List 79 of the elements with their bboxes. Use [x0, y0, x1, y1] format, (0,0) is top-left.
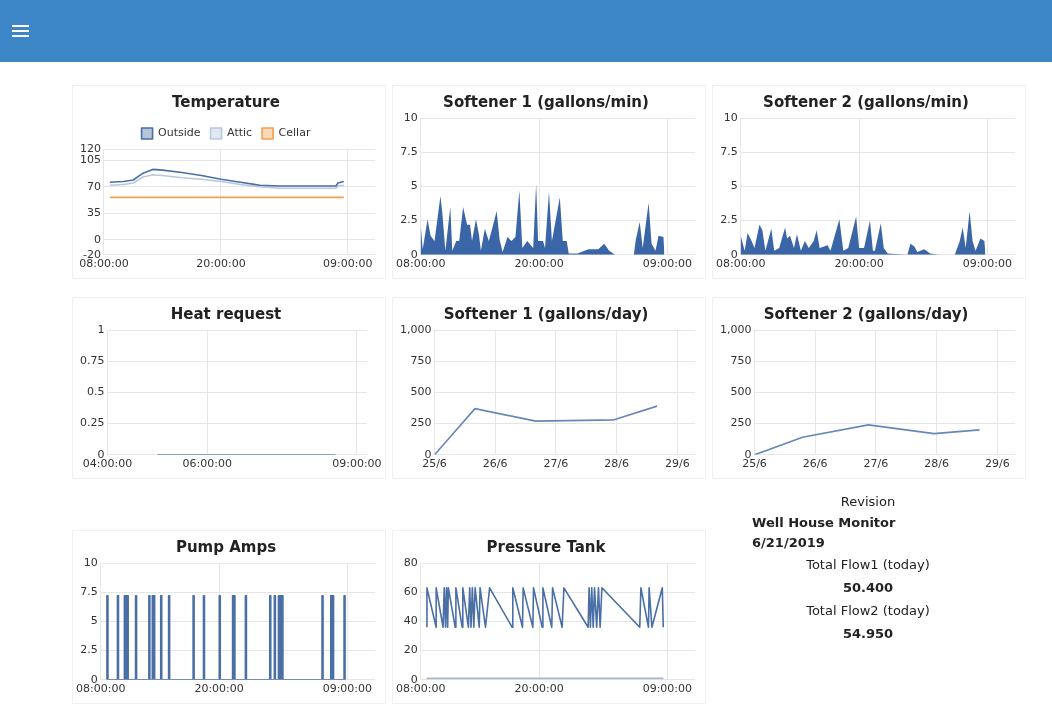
x-tick-label: 09:00:00 [332, 457, 382, 471]
y-tick-label: 0.25 [79, 416, 105, 430]
text: 54.950 [841, 626, 895, 641]
x-tick-label: 28/6 [924, 457, 949, 471]
text: Revision [839, 494, 897, 509]
y-tick-label: 10 [83, 555, 98, 569]
y-tick-label: 500 [410, 385, 432, 399]
x-tick-label: 04:00:00 [82, 457, 133, 471]
y-tick-label: 2.5 [80, 643, 98, 657]
x-tick-label: 09:00:00 [642, 682, 693, 696]
legend-label: Attic [227, 126, 253, 140]
x-tick-label: 29/6 [984, 457, 1010, 471]
y-tick-label: 7.5 [720, 145, 738, 159]
legend-label: Outside [158, 126, 201, 140]
y-tick-label: 0.75 [79, 354, 105, 368]
y-tick-label: 7.5 [80, 585, 98, 599]
x-tick-label: 08:00:00 [396, 257, 446, 271]
chart-title: Softener 2 (gallons/min) [763, 92, 969, 111]
y-tick-label: 7.5 [400, 145, 418, 159]
x-tick-label: 08:00:00 [396, 682, 446, 696]
x-tick-label: 20:00:00 [514, 257, 564, 271]
y-tick-label: 250 [410, 416, 432, 430]
y-tick-label: 2.5 [720, 213, 738, 227]
y-tick-label: 750 [410, 354, 432, 368]
x-tick-label: 25/6 [742, 457, 767, 471]
legend-label: Cellar [278, 126, 311, 140]
text: 50.400 [841, 580, 895, 595]
x-tick-label: 25/6 [422, 457, 447, 471]
x-tick-label: 20:00:00 [196, 257, 246, 271]
y-tick-label: 250 [730, 416, 752, 430]
x-tick-label: 29/6 [664, 457, 690, 471]
y-tick-label: 70 [87, 179, 101, 193]
x-tick-label: 08:00:00 [79, 257, 129, 271]
x-tick-label: 26/6 [482, 457, 508, 471]
chart-title: Pump Amps [175, 537, 277, 556]
chart-title: Pressure Tank [486, 537, 607, 556]
x-tick-label: 27/6 [543, 457, 569, 471]
chart-title: Softener 1 (gallons/day) [443, 304, 649, 323]
text: Total Flow2 (today) [805, 603, 931, 618]
y-tick-label: 0.5 [86, 385, 105, 399]
x-tick-label: 20:00:00 [834, 257, 884, 271]
text: 6/21/2019 [752, 535, 825, 550]
y-tick-label: 80 [403, 555, 418, 569]
x-tick-label: 28/6 [604, 457, 629, 471]
text: Total Flow1 (today) [805, 557, 931, 572]
y-tick-label: 20 [403, 643, 418, 657]
chart-title: Softener 2 (gallons/day) [763, 304, 969, 323]
y-tick-label: 10 [723, 110, 738, 124]
y-tick-label: 35 [87, 206, 101, 220]
text: Well House Monitor [752, 515, 896, 530]
y-tick-label: 1,000 [719, 322, 752, 336]
y-tick-label: 5 [90, 614, 98, 628]
x-tick-label: 08:00:00 [716, 257, 766, 271]
x-tick-label: 09:00:00 [323, 257, 373, 271]
x-tick-label: 09:00:00 [322, 682, 373, 696]
x-tick-label: 20:00:00 [194, 682, 244, 696]
y-tick-label: 500 [730, 385, 752, 399]
x-tick-label: 09:00:00 [642, 257, 693, 271]
y-tick-label: 105 [80, 153, 101, 167]
chart-title: Temperature [172, 92, 280, 111]
x-tick-label: 09:00:00 [962, 257, 1013, 271]
chart-title: Softener 1 (gallons/min) [443, 92, 649, 111]
x-tick-label: 06:00:00 [182, 457, 232, 471]
y-tick-label: 1,000 [399, 322, 432, 336]
y-tick-label: 5 [410, 179, 418, 193]
x-tick-label: 08:00:00 [76, 682, 126, 696]
x-tick-label: 27/6 [863, 457, 889, 471]
x-tick-label: 26/6 [802, 457, 828, 471]
y-tick-label: 40 [403, 614, 418, 628]
y-tick-label: 5 [730, 179, 738, 193]
y-tick-label: 2.5 [400, 213, 418, 227]
x-tick-label: 20:00:00 [514, 682, 564, 696]
y-tick-label: 10 [403, 110, 418, 124]
y-tick-label: 750 [730, 354, 752, 368]
chart-title: Heat request [170, 304, 282, 323]
y-tick-label: 1 [97, 322, 105, 336]
y-tick-label: 60 [403, 585, 418, 599]
y-tick-label: 120 [80, 141, 101, 155]
y-tick-label: 0 [94, 232, 101, 246]
